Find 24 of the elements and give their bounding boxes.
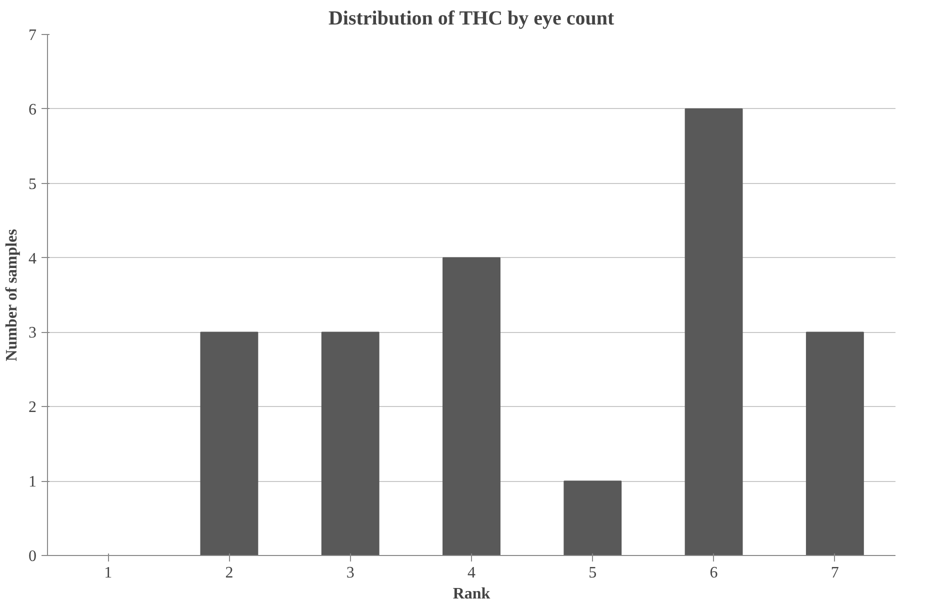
bar <box>564 480 622 556</box>
x-tick-label: 3 <box>346 564 354 582</box>
y-tick-label: 7 <box>28 27 36 44</box>
y-tick-label: 0 <box>28 548 36 565</box>
x-tick-label: 5 <box>588 564 597 582</box>
x-tick-label: 2 <box>225 564 234 582</box>
y-tick-label: 1 <box>28 474 36 491</box>
y-tick-label: 3 <box>28 324 36 342</box>
x-tick-label: 4 <box>468 564 476 582</box>
x-tick-label: 7 <box>830 564 839 582</box>
x-axis-title: Rank <box>452 586 490 602</box>
x-tick-label: 1 <box>104 564 112 582</box>
bar <box>321 332 380 556</box>
x-tick-label: 6 <box>710 564 718 582</box>
y-tick-label: 6 <box>28 101 36 118</box>
bar <box>684 108 743 556</box>
chart-title: Distribution of THC by eye count <box>328 8 615 30</box>
bar <box>442 257 500 556</box>
y-axis-title: Number of samples <box>4 229 20 362</box>
y-tick-label: 4 <box>28 250 36 268</box>
y-tick-label: 5 <box>28 176 36 193</box>
y-tick-label: 2 <box>28 399 36 416</box>
bar <box>200 332 258 556</box>
bar <box>806 332 864 556</box>
